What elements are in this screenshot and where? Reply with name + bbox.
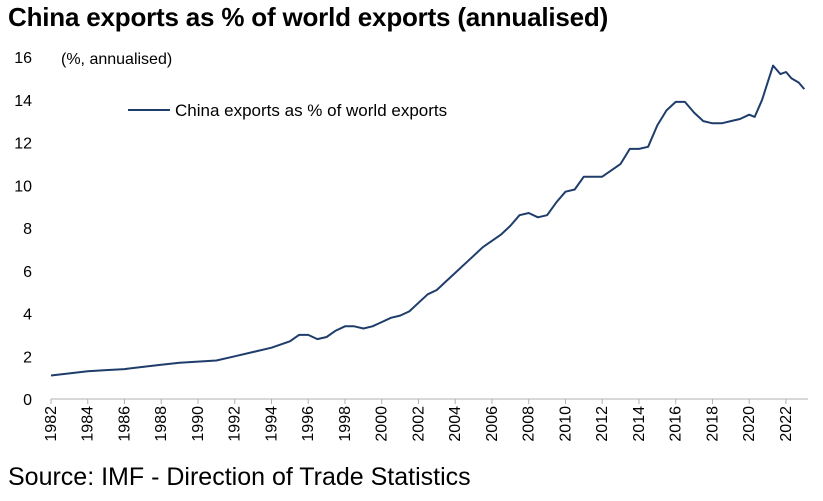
series-layer — [50, 64, 806, 377]
y-tick-label: 16 — [14, 50, 32, 67]
x-tick-label: 1986 — [116, 406, 133, 442]
y-tick-label: 12 — [14, 136, 32, 153]
x-tick-label: 1984 — [80, 406, 97, 442]
x-tick-label: 2006 — [484, 406, 501, 442]
source-note: Source: IMF - Direction of Trade Statist… — [8, 463, 471, 491]
x-tick-label: 1996 — [300, 406, 317, 442]
x-tick-label: 1988 — [153, 406, 170, 442]
x-tick-label: 2004 — [447, 406, 464, 442]
chart-title: China exports as % of world exports (ann… — [8, 2, 609, 32]
y-tick-label: 10 — [14, 178, 32, 195]
x-axis-ticks: 1982 1984 1986 1988 1990 1992 1994 1996 1998 2000… — [43, 399, 795, 442]
y-tick-label: 4 — [23, 307, 32, 324]
x-tick-label: 2010 — [557, 406, 574, 442]
unit-label: (%, annualised) — [61, 51, 172, 68]
y-tick-label: 8 — [23, 221, 32, 238]
legend-label: China exports as % of world exports — [175, 101, 447, 120]
x-tick-label: 1990 — [190, 406, 207, 442]
legend: China exports as % of world exports — [128, 101, 447, 120]
x-tick-label: 2022 — [778, 406, 795, 442]
x-tick-label: 1994 — [263, 406, 280, 442]
y-axis-ticks: 0 2 4 6 8 10 12 14 16 — [14, 50, 32, 409]
x-tick-label: 1998 — [337, 406, 354, 442]
x-tick-label: 2000 — [374, 406, 391, 442]
x-tick-label: 2016 — [668, 406, 685, 442]
y-tick-label: 2 — [23, 349, 32, 366]
x-tick-label: 2008 — [521, 406, 538, 442]
series-line — [50, 64, 806, 377]
x-tick-label: 2014 — [631, 406, 648, 442]
x-tick-label: 2020 — [741, 406, 758, 442]
x-tick-label: 1992 — [227, 406, 244, 442]
x-tick-label: 2012 — [594, 406, 611, 442]
x-tick-label: 2018 — [704, 406, 721, 442]
y-tick-label: 0 — [23, 392, 32, 409]
y-tick-label: 6 — [23, 264, 32, 281]
y-tick-label: 14 — [14, 93, 32, 110]
x-tick-label: 2002 — [410, 406, 427, 442]
x-tick-label: 1982 — [43, 406, 60, 442]
